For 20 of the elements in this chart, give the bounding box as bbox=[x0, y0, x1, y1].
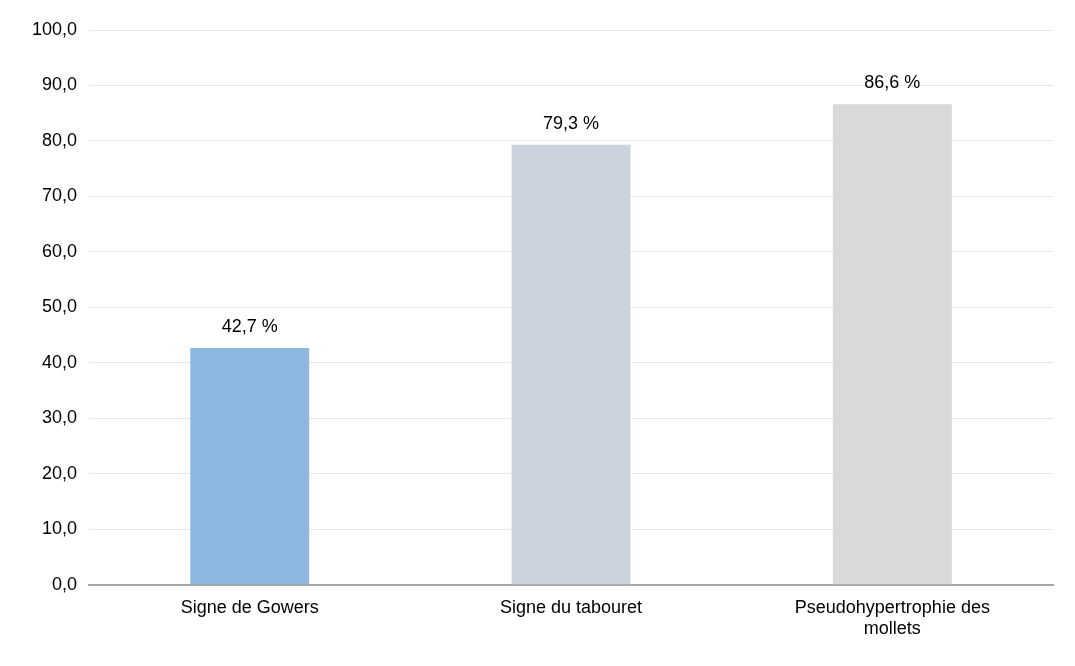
bar bbox=[190, 347, 310, 585]
y-tick-label: 0,0 bbox=[52, 573, 78, 594]
data-label: 42,7 % bbox=[221, 315, 278, 336]
y-tick-label: 80,0 bbox=[42, 129, 78, 150]
bar bbox=[511, 144, 631, 585]
bar bbox=[832, 104, 952, 585]
y-tick-label: 10,0 bbox=[42, 518, 78, 539]
y-tick-label: 50,0 bbox=[42, 296, 78, 317]
y-tick-label: 100,0 bbox=[32, 18, 78, 39]
y-tick-label: 70,0 bbox=[42, 185, 78, 206]
data-label: 86,6 % bbox=[864, 72, 921, 93]
y-tick-label: 30,0 bbox=[42, 407, 78, 428]
y-tick-label: 20,0 bbox=[42, 462, 78, 483]
y-tick-label: 90,0 bbox=[42, 74, 78, 95]
x-tick-label: Signe de Gowers bbox=[180, 596, 319, 617]
x-tick-label: Pseudohypertrophie des mollets bbox=[794, 596, 990, 639]
y-tick-label: 40,0 bbox=[42, 351, 78, 372]
x-tick-label: Signe du tabouret bbox=[499, 596, 643, 617]
y-tick-label: 60,0 bbox=[42, 240, 78, 261]
data-label: 79,3 % bbox=[543, 112, 600, 133]
